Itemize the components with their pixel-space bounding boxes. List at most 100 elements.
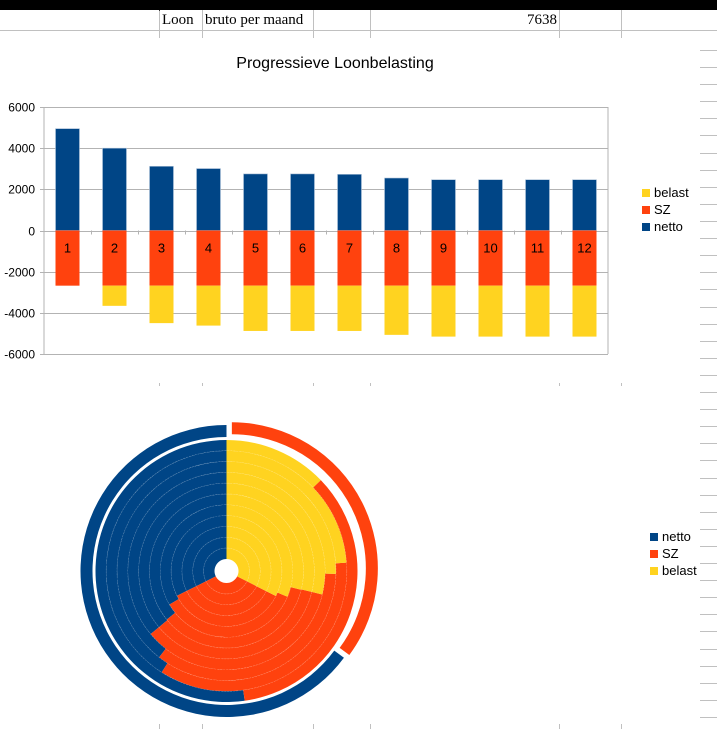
bar-sz [478, 230, 503, 286]
y-tick-label: 4000 [8, 142, 35, 156]
donut-segment-sz-ring-6 [159, 589, 312, 659]
bar-belast [290, 285, 315, 331]
x-category-label: 6 [299, 241, 306, 256]
row-gridline [700, 700, 717, 701]
y-tick-label: -6000 [4, 348, 35, 362]
y-tick-label: 6000 [8, 101, 35, 115]
donut-segment-sz-ring-11 [196, 581, 257, 605]
donut-segment-belast-ring-8 [226, 504, 293, 597]
donut-segment-netto-ring-4 [117, 461, 227, 658]
legend-label: netto [662, 529, 691, 544]
bar-netto [572, 179, 597, 231]
legend-label: SZ [654, 202, 671, 217]
bar-belast [196, 285, 221, 326]
header-separator [159, 10, 160, 11]
row-gridline [700, 580, 717, 581]
y-tick-label: 2000 [8, 183, 35, 197]
bar-sz [290, 230, 315, 286]
ring-separator [105, 450, 348, 692]
donut-segment-sz-ring-4 [159, 573, 336, 681]
legend-label: netto [654, 219, 683, 234]
bar-belast [478, 285, 503, 337]
row-gridline [700, 118, 717, 119]
y-tick-label: 0 [28, 225, 35, 239]
legend-swatch [642, 188, 650, 197]
donut-segment-sz-ring-1 [231, 422, 378, 656]
column-gridline [621, 10, 622, 38]
column-header-bar [0, 0, 717, 10]
cell-bruto-description[interactable]: bruto per maand [205, 12, 304, 28]
row-gridline [700, 204, 717, 205]
cell-loon-label[interactable]: Loon [162, 12, 194, 28]
donut-segment-belast-ring-6 [226, 483, 315, 592]
donut-segment-sz-ring-2 [243, 480, 358, 701]
donut-segment-sz-ring-8 [169, 592, 288, 638]
legend-item-sz: SZ [642, 201, 689, 218]
column-gridline [370, 10, 371, 38]
row-gridline [700, 666, 717, 667]
x-category-label: 8 [393, 241, 400, 256]
row-gridline [700, 409, 717, 410]
legend-label: belast [662, 563, 697, 578]
row-gridline [700, 358, 717, 359]
bar-netto [55, 128, 80, 231]
legend-swatch [642, 222, 650, 231]
y-tick-label: -2000 [4, 266, 35, 280]
row-gridline [700, 392, 717, 393]
x-category-label: 12 [577, 241, 591, 256]
row-gridline [700, 153, 717, 154]
row-gridline [700, 683, 717, 684]
row-gridline [700, 443, 717, 444]
legend-item-netto: netto [642, 218, 689, 235]
column-gridline [621, 724, 622, 729]
bar-sz [55, 230, 80, 286]
row-gridline [700, 631, 717, 632]
row-gridline [700, 649, 717, 650]
bar-belast [149, 285, 174, 324]
donut-segment-sz-ring-10 [186, 586, 267, 616]
bar-netto [290, 173, 315, 231]
row-gridline [700, 529, 717, 530]
x-category-label: 3 [158, 241, 165, 256]
row-gridline [700, 341, 717, 342]
bar-belast [431, 285, 456, 337]
donut-segment-belast-ring-3 [226, 450, 347, 564]
bar-sz [149, 230, 174, 286]
x-category-label: 9 [440, 241, 447, 256]
donut-segment-netto-ring-6 [138, 483, 227, 628]
x-category-label: 1 [64, 241, 71, 256]
legend-swatch [650, 549, 658, 558]
donut-segment-belast-ring-7 [226, 494, 304, 590]
bar-netto [431, 179, 456, 231]
donut-segment-sz-ring-7 [166, 587, 302, 648]
row-gridline [0, 30, 717, 31]
row-gridline [700, 84, 717, 85]
row-gridline [700, 101, 717, 102]
row-gridline [700, 272, 717, 273]
x-category-label: 11 [531, 241, 545, 256]
row-gridline [700, 614, 717, 615]
bar-belast [337, 285, 362, 331]
row-gridline [700, 289, 717, 290]
row-gridline [700, 50, 717, 51]
donut-segment-netto-ring-5 [127, 472, 227, 635]
x-category-label: 4 [205, 241, 212, 256]
donut-segment-belast-ring-10 [226, 526, 271, 592]
bar-netto [478, 179, 503, 231]
row-gridline [700, 597, 717, 598]
column-gridline [202, 383, 203, 386]
cell-bruto-value[interactable]: 7638 [527, 12, 557, 28]
row-gridline [700, 512, 717, 513]
donut-segment-netto-ring-3 [106, 450, 227, 673]
donut-segment-sz-ring-9 [177, 590, 276, 627]
row-gridline [700, 426, 717, 427]
bar-netto [149, 165, 174, 231]
bar-belast [102, 285, 127, 306]
donut-segment-sz-ring-5 [150, 591, 323, 670]
bar-sz [337, 230, 362, 286]
legend-swatch [650, 566, 658, 575]
x-category-label: 7 [346, 241, 353, 256]
donut-segment-netto-ring-8 [160, 504, 227, 605]
